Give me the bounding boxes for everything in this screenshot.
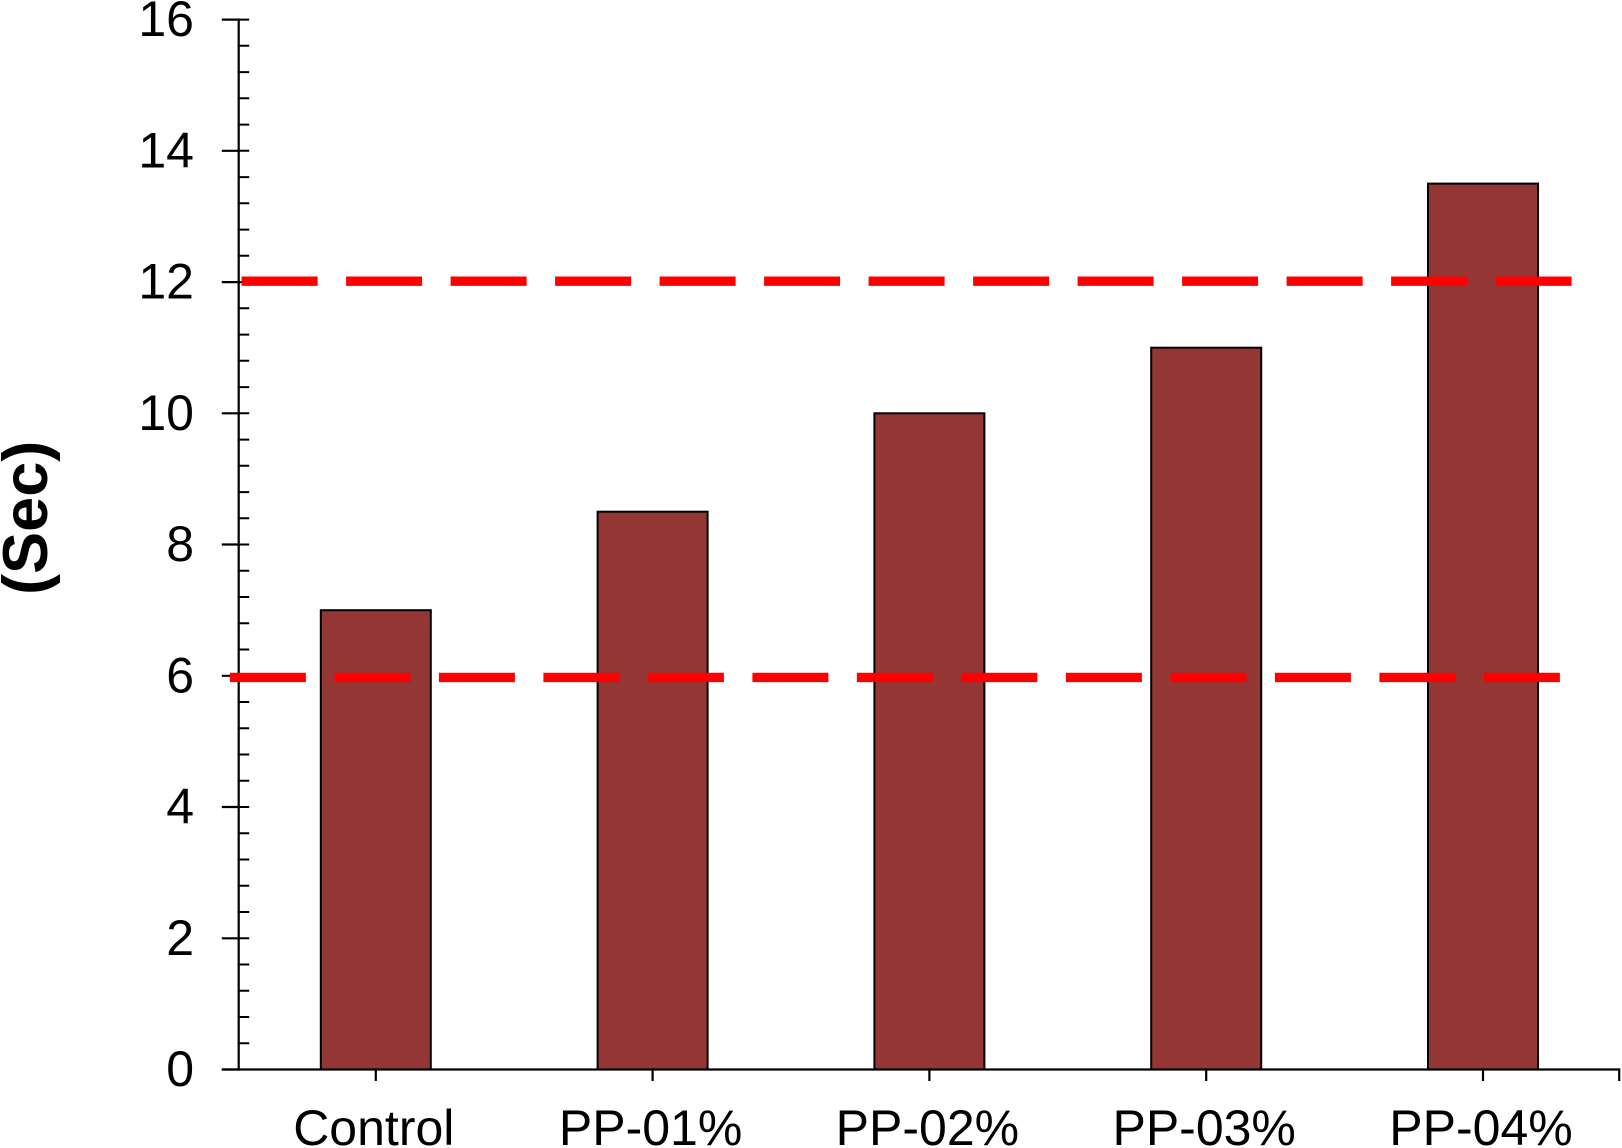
svg-text:0: 0 — [166, 1041, 194, 1097]
svg-text:8: 8 — [166, 516, 194, 572]
svg-text:2: 2 — [166, 910, 194, 966]
svg-text:14: 14 — [138, 122, 194, 178]
svg-text:16: 16 — [138, 0, 194, 47]
svg-text:PP-01%: PP-01% — [559, 1100, 742, 1148]
svg-text:6: 6 — [166, 647, 194, 703]
svg-text:Control: Control — [293, 1100, 454, 1148]
svg-text:PP-04%: PP-04% — [1389, 1100, 1572, 1148]
svg-text:(Sec): (Sec) — [0, 441, 61, 595]
svg-text:PP-02%: PP-02% — [836, 1100, 1019, 1148]
svg-text:PP-03%: PP-03% — [1112, 1100, 1295, 1148]
svg-text:4: 4 — [166, 779, 194, 835]
svg-text:12: 12 — [138, 254, 194, 310]
svg-text:10: 10 — [138, 385, 194, 441]
